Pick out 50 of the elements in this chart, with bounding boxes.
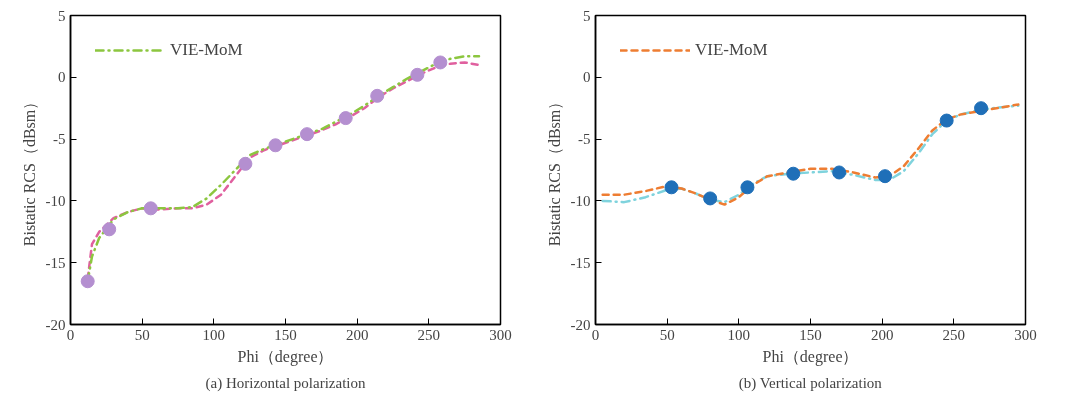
x-tick-label: 250 — [417, 326, 441, 343]
point — [832, 165, 847, 180]
point — [786, 166, 801, 181]
point — [433, 55, 448, 70]
point — [703, 191, 718, 206]
y-tick-label: -15 — [570, 254, 591, 271]
legend-label: VIE-MoM — [695, 40, 768, 60]
x-tick-label: 200 — [345, 326, 369, 343]
text: (b) Vertical polarization — [738, 374, 883, 392]
point — [939, 113, 954, 128]
x-tick-label: 300 — [1014, 326, 1037, 343]
point — [80, 274, 95, 289]
y-axis-title: Bistatic RCS（dBsm） — [545, 93, 563, 247]
x-tick-label: 300 — [489, 326, 512, 343]
x-tick-label: 100 — [202, 326, 226, 343]
y-tick-label: 0 — [58, 69, 66, 86]
point — [338, 111, 353, 126]
x-tick-label: 150 — [799, 326, 822, 343]
x-tick-label: 250 — [942, 326, 966, 343]
point — [740, 180, 755, 195]
point — [300, 127, 314, 142]
point — [664, 180, 679, 195]
y-tick-label: 5 — [583, 7, 591, 24]
x-axis-title: Phi（degree） — [237, 347, 334, 366]
y-tick-label: -20 — [570, 316, 591, 333]
legend-label: VIE-MoM — [170, 40, 243, 60]
x-tick-label: 100 — [727, 326, 751, 343]
point — [268, 138, 283, 153]
point — [238, 156, 253, 171]
point — [410, 67, 425, 82]
y-tick-label: 5 — [58, 7, 66, 24]
x-tick-label: 50 — [134, 326, 150, 343]
point — [102, 222, 117, 237]
point — [143, 201, 158, 216]
text: (a) Horizontal polarization — [205, 374, 366, 392]
x-tick-label: 150 — [274, 326, 297, 343]
y-tick-label: -20 — [45, 316, 66, 333]
point — [878, 169, 893, 184]
y-axis-title: Bistatic RCS（dBsm） — [20, 93, 38, 247]
x-axis-title: Phi（degree） — [762, 347, 859, 366]
y-tick-label: -5 — [53, 131, 66, 148]
point — [974, 101, 989, 116]
y-tick-label: -10 — [45, 192, 66, 209]
y-tick-label: -5 — [578, 131, 591, 148]
point — [370, 88, 385, 103]
x-tick-label: 200 — [870, 326, 894, 343]
x-tick-label: 50 — [659, 326, 675, 343]
y-tick-label: -15 — [45, 254, 66, 271]
y-tick-label: 0 — [583, 69, 591, 86]
y-tick-label: -10 — [570, 192, 591, 209]
